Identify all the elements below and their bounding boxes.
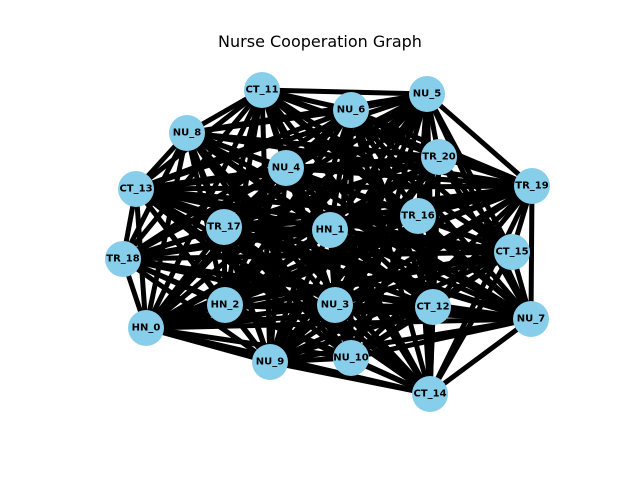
node-circle bbox=[207, 287, 243, 323]
node-circle bbox=[317, 287, 353, 323]
edge-NU_6-NU_7 bbox=[348, 107, 534, 322]
node-circle bbox=[333, 92, 369, 128]
edge-TR_18-TR_20 bbox=[120, 154, 442, 262]
node-circle bbox=[252, 344, 288, 380]
node-label: HN_2 bbox=[211, 300, 240, 311]
node-label: CT_14 bbox=[413, 389, 446, 400]
edge-NU_9-TR_19 bbox=[267, 183, 535, 365]
edge-CT_11-CT_12 bbox=[259, 87, 436, 310]
node-CT_14: CT_14 bbox=[412, 376, 448, 412]
node-CT_12: CT_12 bbox=[415, 289, 451, 325]
graph-title: Nurse Cooperation Graph bbox=[218, 32, 422, 51]
node-label: NU_4 bbox=[272, 163, 300, 174]
node-label: CT_13 bbox=[119, 184, 152, 195]
node-label: NU_9 bbox=[256, 357, 284, 368]
node-circle bbox=[169, 115, 205, 151]
node-label: NU_10 bbox=[333, 353, 368, 364]
node-label: NU_3 bbox=[321, 300, 349, 311]
node-NU_8: NU_8 bbox=[169, 115, 205, 151]
edge-NU_10-TR_19 bbox=[348, 183, 535, 361]
node-label: CT_11 bbox=[245, 85, 278, 96]
node-NU_3: NU_3 bbox=[317, 287, 353, 323]
node-label: NU_7 bbox=[517, 314, 545, 325]
node-label: CT_15 bbox=[495, 247, 528, 258]
node-label: HN_1 bbox=[316, 225, 345, 236]
edge-CT_13-TR_16 bbox=[133, 186, 421, 219]
edge-NU_9-CT_14 bbox=[267, 359, 433, 397]
node-circle bbox=[421, 139, 457, 175]
node-NU_4: NU_4 bbox=[268, 150, 304, 186]
node-circle bbox=[513, 301, 549, 337]
node-label: TR_20 bbox=[422, 152, 455, 163]
node-circle bbox=[333, 340, 369, 376]
node-CT_15: CT_15 bbox=[494, 234, 530, 270]
edge-NU_9-TR_17 bbox=[221, 224, 273, 365]
edge-NU_5-TR_19 bbox=[424, 91, 535, 189]
node-label: TR_17 bbox=[207, 222, 240, 233]
node-CT_13: CT_13 bbox=[118, 171, 154, 207]
edge-CT_15-TR_18 bbox=[120, 249, 515, 262]
node-circle bbox=[244, 72, 280, 108]
edge-NU_9-CT_12 bbox=[267, 304, 436, 365]
edge-CT_14-TR_18 bbox=[120, 256, 433, 397]
node-CT_11: CT_11 bbox=[244, 72, 280, 108]
node-circle bbox=[409, 76, 445, 112]
node-TR_17: TR_17 bbox=[206, 209, 242, 245]
node-circle bbox=[128, 310, 164, 346]
node-label: TR_18 bbox=[106, 254, 139, 265]
node-circle bbox=[105, 241, 141, 277]
edge-NU_8-CT_14 bbox=[184, 130, 433, 397]
edge-CT_15-TR_20 bbox=[436, 154, 515, 255]
node-label: CT_12 bbox=[416, 302, 449, 313]
node-NU_9: NU_9 bbox=[252, 344, 288, 380]
node-TR_16: TR_16 bbox=[400, 198, 436, 234]
node-TR_19: TR_19 bbox=[514, 168, 550, 204]
node-label: NU_8 bbox=[173, 128, 201, 139]
edge-NU_7-TR_19 bbox=[528, 183, 535, 322]
node-TR_18: TR_18 bbox=[105, 241, 141, 277]
node-NU_5: NU_5 bbox=[409, 76, 445, 112]
edge-NU_7-TR_20 bbox=[436, 154, 534, 322]
edge-CT_14-TR_19 bbox=[427, 183, 535, 397]
node-circle bbox=[415, 289, 451, 325]
edge-NU_8-TR_19 bbox=[184, 130, 535, 189]
edge-CT_13-CT_14 bbox=[133, 186, 433, 397]
node-circle bbox=[118, 171, 154, 207]
node-HN_0: HN_0 bbox=[128, 310, 164, 346]
edge-NU_10-CT_13 bbox=[133, 186, 354, 361]
node-circle bbox=[412, 376, 448, 412]
node-label: HN_0 bbox=[132, 323, 161, 334]
node-NU_10: NU_10 bbox=[333, 340, 369, 376]
node-layer: HN_0 HN_1 HN_2 NU_3 NU_4 NU_5 NU_6 NU_7 NU_8 NU_9… bbox=[105, 72, 550, 412]
node-label: NU_5 bbox=[413, 89, 441, 100]
node-circle bbox=[514, 168, 550, 204]
edge-CT_11-TR_18 bbox=[120, 87, 265, 262]
node-circle bbox=[268, 150, 304, 186]
edge-NU_5-CT_11 bbox=[259, 87, 430, 97]
edge-CT_11-CT_15 bbox=[259, 87, 515, 255]
node-label: TR_16 bbox=[401, 211, 434, 222]
edge-NU_5-TR_17 bbox=[221, 91, 430, 230]
edge-CT_11-TR_16 bbox=[259, 87, 421, 219]
node-circle bbox=[312, 212, 348, 248]
edge-CT_13-TR_19 bbox=[133, 183, 535, 192]
node-label: NU_6 bbox=[337, 105, 365, 116]
edge-NU_7-CT_14 bbox=[427, 316, 534, 397]
node-TR_20: TR_20 bbox=[421, 139, 457, 175]
edge-NU_8-TR_20 bbox=[184, 130, 442, 160]
node-NU_6: NU_6 bbox=[333, 92, 369, 128]
edge-CT_11-CT_14 bbox=[259, 87, 433, 397]
node-circle bbox=[494, 234, 530, 270]
node-circle bbox=[400, 198, 436, 234]
node-circle bbox=[206, 209, 242, 245]
edge-CT_12-TR_18 bbox=[120, 256, 436, 310]
node-label: TR_19 bbox=[515, 181, 548, 192]
node-HN_1: HN_1 bbox=[312, 212, 348, 248]
node-HN_2: HN_2 bbox=[207, 287, 243, 323]
node-NU_7: NU_7 bbox=[513, 301, 549, 337]
edge-NU_9-TR_18 bbox=[120, 256, 273, 365]
